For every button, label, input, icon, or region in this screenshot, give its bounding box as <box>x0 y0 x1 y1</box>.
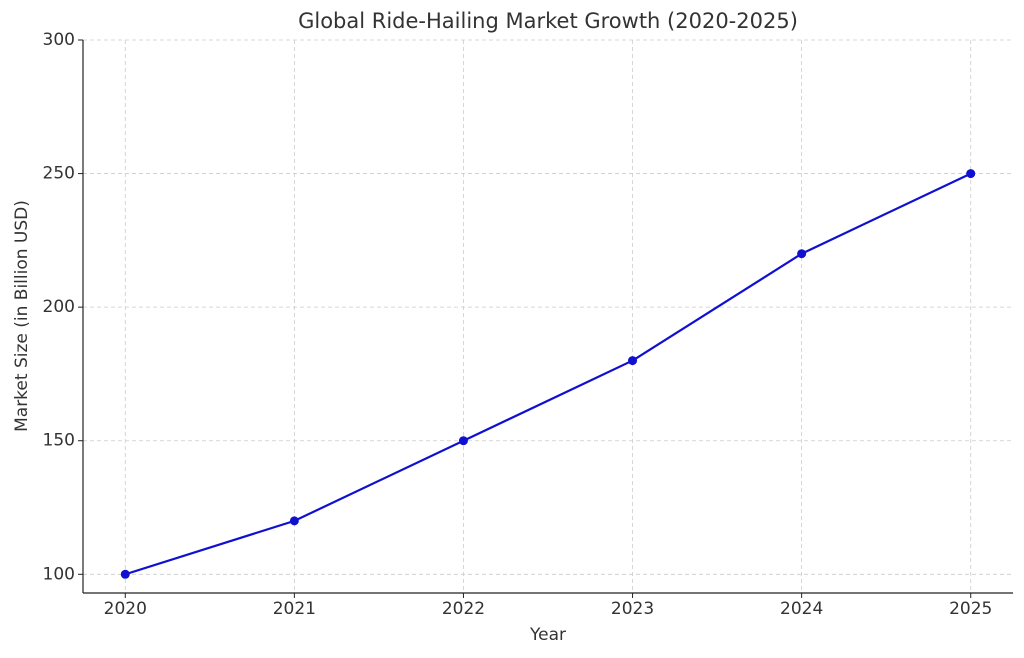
y-tick-label: 150 <box>43 431 75 451</box>
x-tick-label: 2024 <box>780 599 823 619</box>
y-tick-label: 300 <box>43 30 75 50</box>
data-point <box>797 249 807 259</box>
y-axis-label: Market Size (in Billion USD) <box>12 200 32 432</box>
data-point <box>289 516 299 526</box>
x-tick-label: 2025 <box>949 599 992 619</box>
data-line <box>124 172 972 576</box>
y-tick-label: 250 <box>43 164 75 184</box>
x-tick-label: 2023 <box>611 599 654 619</box>
x-tick-label: 2022 <box>442 599 485 619</box>
y-tick-label: 100 <box>43 564 75 584</box>
x-tick-label: 2021 <box>273 599 316 619</box>
x-tick-label: 2020 <box>104 599 147 619</box>
x-axis-label: Year <box>529 625 566 645</box>
y-tick-label: 200 <box>43 297 75 317</box>
chart-title: Global Ride-Hailing Market Growth (2020-… <box>298 9 798 33</box>
data-point <box>120 569 130 579</box>
data-point <box>458 436 468 446</box>
data-point <box>628 356 638 366</box>
data-point <box>966 169 976 179</box>
